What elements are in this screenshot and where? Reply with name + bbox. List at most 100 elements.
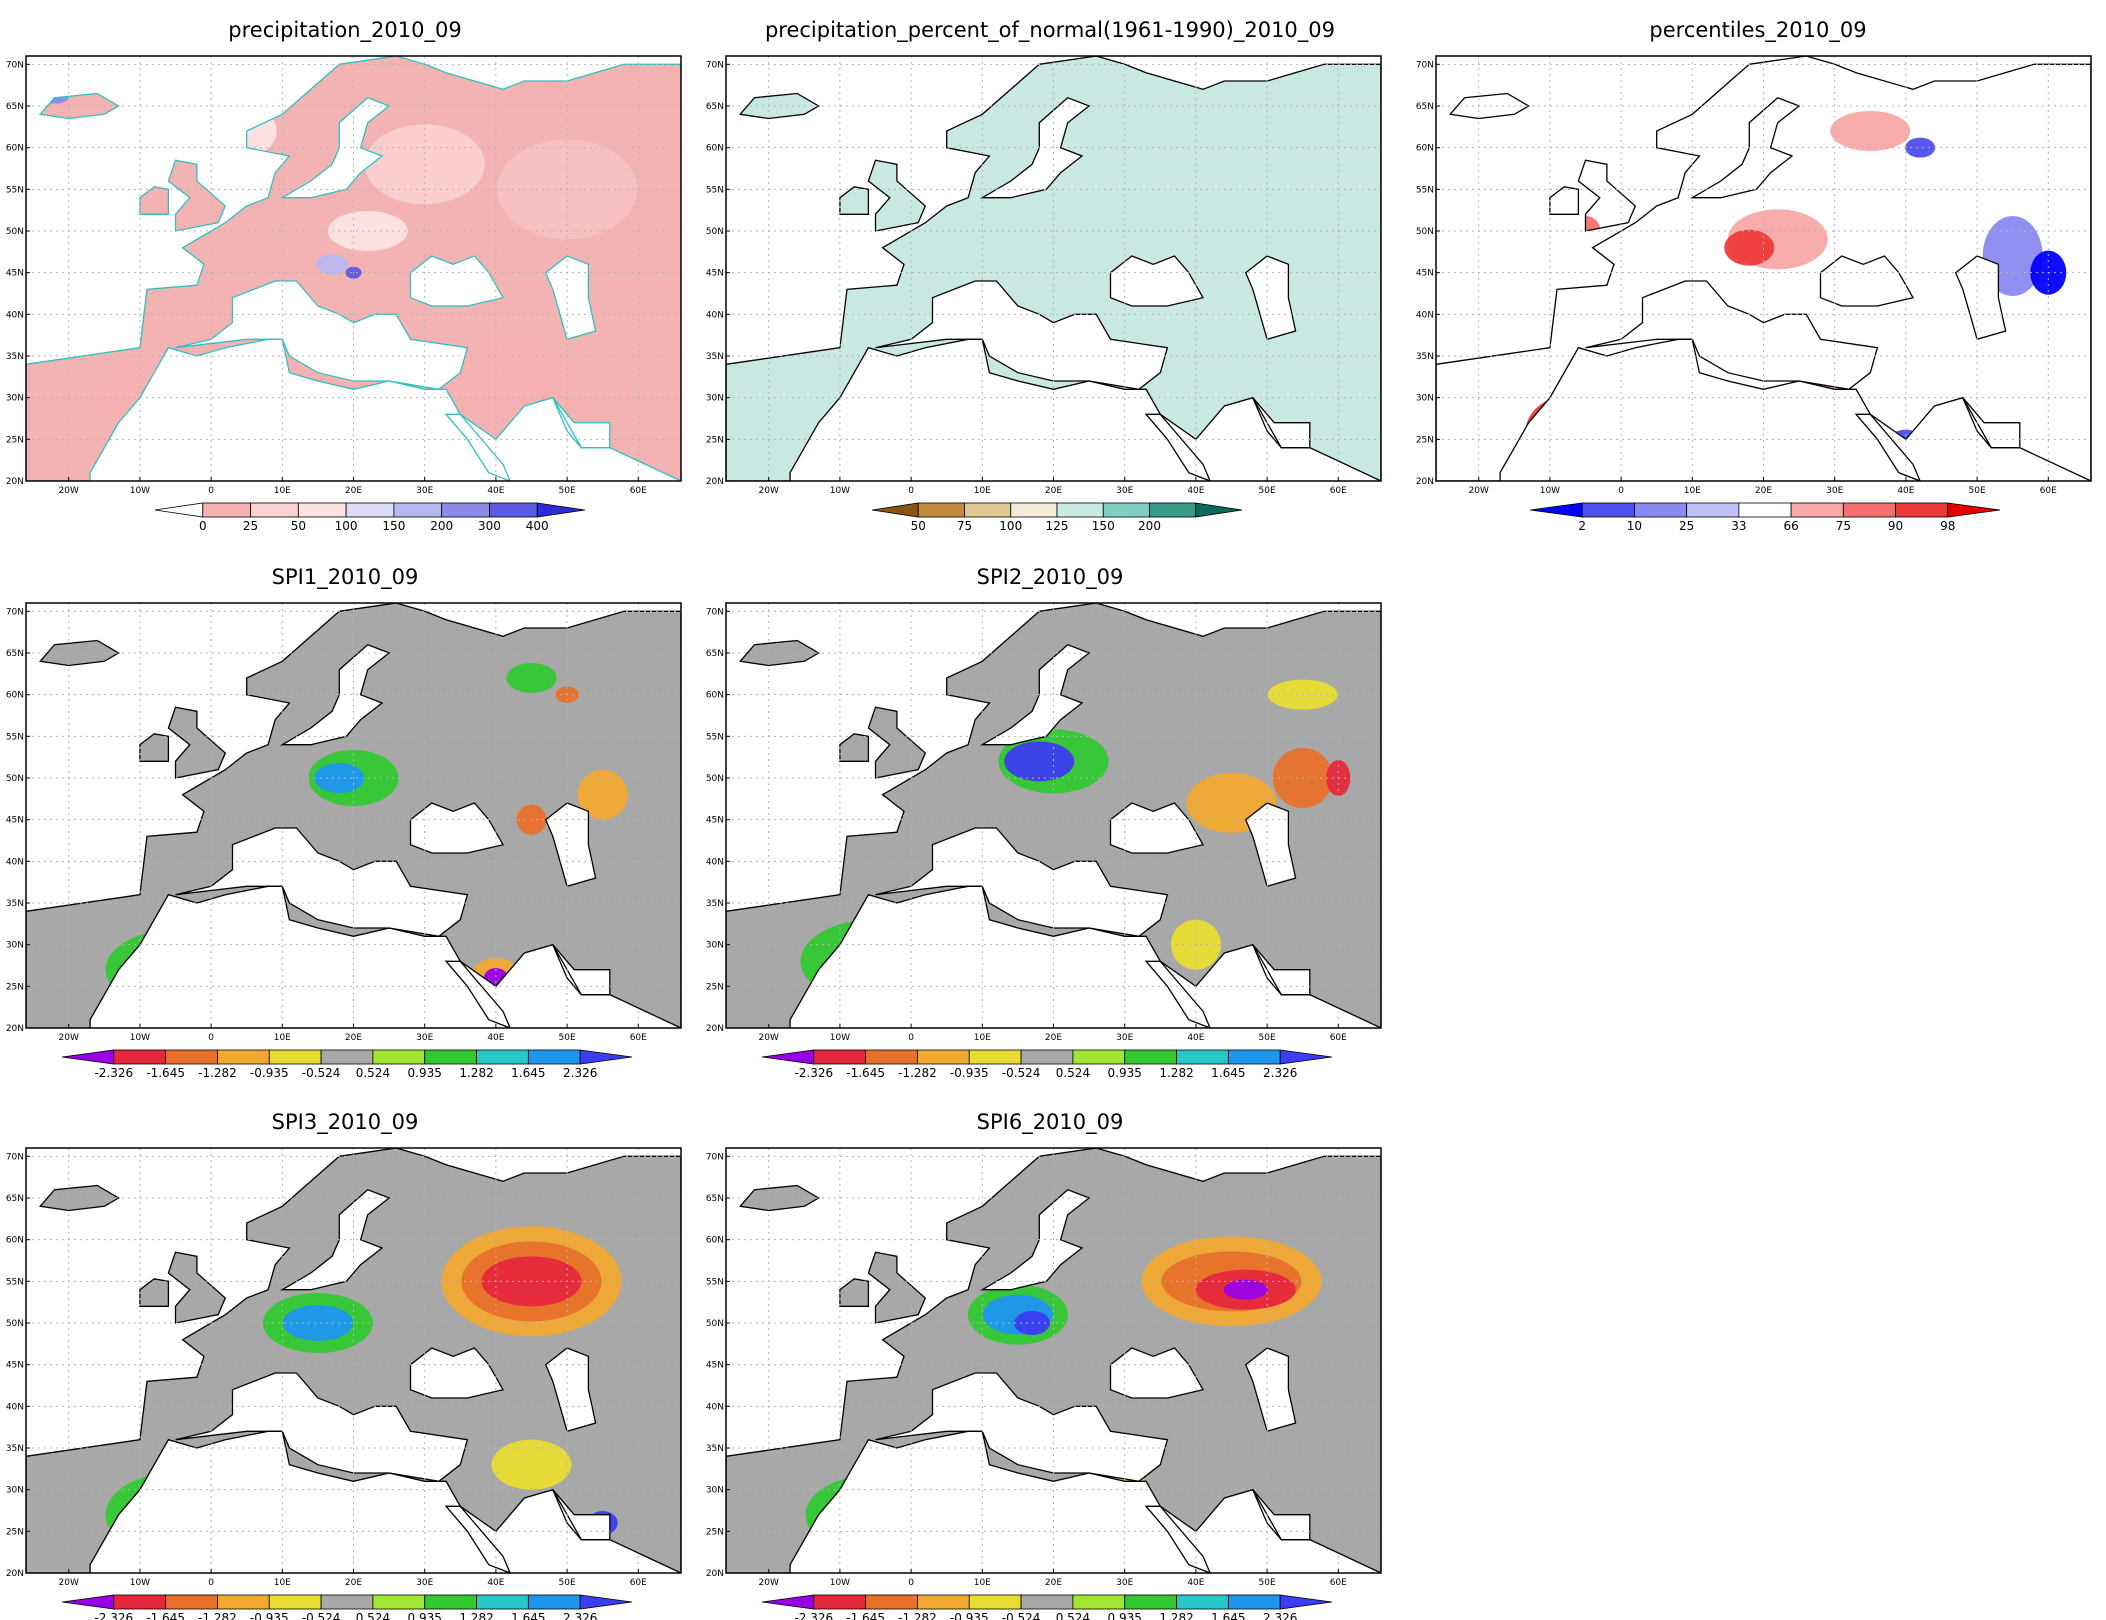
lon-tick-label: 0 [908,1578,914,1588]
color-legend: -2.326 -1.645 -1.282 -0.935 -0.524 0.524 0.935… [761,1594,1333,1620]
water-body [875,281,1168,390]
field-contour [1830,111,1911,151]
legend-label: 2.326 [563,1611,597,1620]
coastline [1962,397,2021,449]
map-panel-precipitation: precipitation_2010_09 70N 65N 60N 55N 50N 45N 4… [0,18,690,543]
lat-tick-label: 55N [6,732,24,742]
color-legend: -2.326 -1.645 -1.282 -0.935 -0.524 0.524 0.935… [61,1049,633,1080]
legend-swatch [320,1049,374,1065]
coastline [552,1489,611,1541]
coastline [1252,1489,1311,1541]
legend-swatch [536,502,586,518]
legend-swatch [527,1594,581,1610]
legend-label: -0.524 [302,1611,341,1620]
legend-swatch [1124,1594,1177,1610]
legend-swatch [1149,502,1197,518]
map-panel-spi2: SPI2_2010_09 70N 65N 60N 55N 50N 45N 40N 35N 30N 2… [700,565,1400,1090]
water-body [175,281,468,390]
legend-swatch [968,1049,1022,1065]
lat-tick-label: 35N [6,899,24,909]
legend-label: 1.645 [1211,1066,1245,1080]
legend-swatch [476,1049,529,1065]
coastline [1448,92,1530,120]
legend-swatch [1176,1594,1229,1610]
coastline [867,1251,927,1324]
lon-tick-label: 60E [1330,1578,1347,1588]
coastline [1689,96,1801,199]
lon-tick-label: 20W [59,1033,79,1043]
legend-swatch [1790,502,1844,518]
legend-swatch [761,1594,815,1610]
lon-tick-label: 40E [487,1033,504,1043]
legend-label: 1.282 [1159,1611,1193,1620]
lat-tick-label: 60N [1416,144,1434,154]
lon-tick-label: 20W [1469,486,1489,496]
field-contour [491,1439,572,1490]
legend-swatch [1529,502,1583,518]
water-body [1110,803,1203,853]
lat-tick-label: 50N [6,227,24,237]
legend-swatch [917,502,965,518]
legend-swatch [61,1049,115,1065]
lon-tick-label: 40E [1187,1578,1204,1588]
legend-label: 300 [478,519,501,533]
legend-label: 0.524 [356,1066,390,1080]
coastline [1144,413,1211,481]
legend-label: -1.282 [198,1611,237,1620]
legend-label: 98 [1940,519,1955,533]
legend-label: -1.645 [846,1066,885,1080]
water-body [282,644,390,745]
lon-tick-label: 20E [345,1033,362,1043]
water-body [1820,256,1913,306]
map-panel-percent-of-normal: precipitation_percent_of_normal(1961-199… [700,18,1400,543]
land-area [726,603,1381,1028]
lat-tick-label: 35N [706,352,724,362]
legend-swatch [871,502,919,518]
legend-swatch [1072,1594,1126,1610]
coastline [979,96,1091,199]
lat-tick-label: 65N [706,1194,724,1204]
legend-swatch [865,1049,918,1065]
map-title: SPI3_2010_09 [271,1110,419,1134]
lat-tick-label: 55N [6,185,24,195]
water-body [1146,1506,1211,1573]
lat-tick-label: 45N [706,816,724,826]
coastline [738,639,820,667]
coastline [1819,255,1914,307]
lon-tick-label: 50E [1259,1033,1276,1043]
map-canvas: 70N 65N 60N 55N 50N 45N 40N 35N 30N 25N 20N 20W 10W 0… [6,1147,682,1620]
lat-tick-label: 45N [706,1361,724,1371]
legend-label: 66 [1783,519,1798,533]
lon-tick-label: 20W [759,1033,779,1043]
map-canvas: 70N 65N 60N 55N 50N 45N 40N 35N 30N 25N 20N 20W 10W 0… [706,1147,1382,1620]
land-area [726,56,1381,481]
legend-swatch [1947,502,2001,518]
legend-label: 1.282 [1159,1066,1193,1080]
lon-tick-label: 0 [208,1033,214,1043]
lat-tick-label: 20N [706,1569,724,1579]
coastline [409,1347,504,1399]
lat-tick-label: 25N [6,982,24,992]
lat-tick-label: 70N [706,60,724,70]
lon-tick-label: 50E [1259,1578,1276,1588]
legend-swatch [1124,1049,1177,1065]
map-canvas: 70N 65N 60N 55N 50N 45N 40N 35N 30N 25N 20N 20W 10W 0… [6,602,682,1080]
lon-tick-label: 60E [2040,486,2057,496]
legend-label: 0.935 [408,1611,442,1620]
legend-label: 0.524 [356,1611,390,1620]
lat-tick-label: 25N [706,982,724,992]
legend-label: 1.282 [459,1066,493,1080]
coastline [1244,802,1297,888]
legend-label: 75 [957,519,972,533]
legend-swatch [1279,1049,1333,1065]
field-contour [506,663,557,693]
lon-tick-label: 50E [559,1578,576,1588]
lat-tick-label: 55N [6,1277,24,1287]
coastline [175,1372,469,1482]
legend-swatch [1842,502,1896,518]
coastline [409,255,504,307]
legend-label: 90 [1888,519,1903,533]
field-contour [1905,137,1936,158]
lat-tick-label: 40N [6,857,24,867]
coastline [1854,413,1921,481]
